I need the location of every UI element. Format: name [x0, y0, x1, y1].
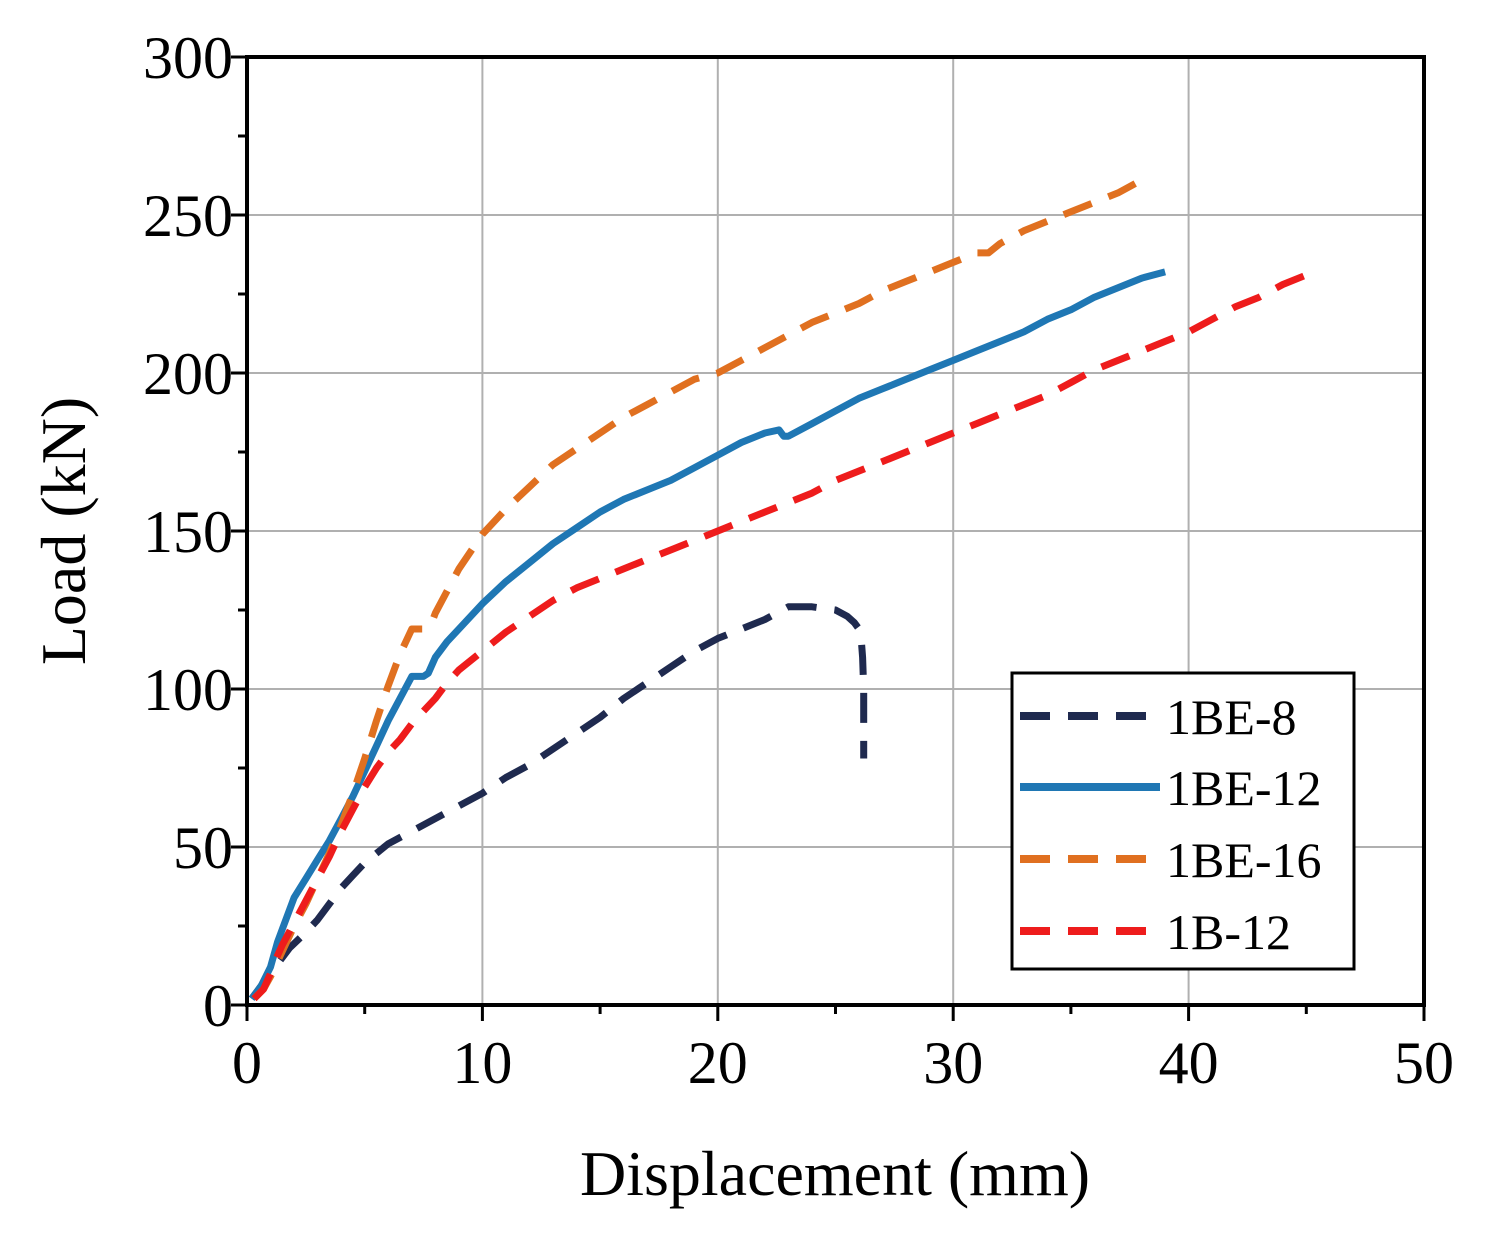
series-lines [248, 177, 1308, 1002]
legend-label-1be-12: 1BE-12 [1166, 760, 1322, 816]
x-tick-label: 10 [452, 1030, 512, 1096]
series-line-1be-8 [248, 603, 868, 1001]
x-tick-label: 50 [1394, 1030, 1454, 1096]
y-tick-label: 150 [143, 499, 233, 565]
x-tick-label: 0 [232, 1030, 262, 1096]
x-axis-title: Displacement (mm) [580, 1138, 1090, 1209]
series-line-1b-12 [251, 271, 1308, 1002]
y-axis-title: Load (kN) [28, 397, 99, 665]
legend-box [1010, 671, 1356, 971]
y-tick-label: 0 [203, 973, 233, 1039]
x-tick-label: 30 [923, 1030, 983, 1096]
y-tick-label: 50 [173, 815, 233, 881]
axis-ticks [231, 55, 1426, 1021]
y-tick-label: 300 [143, 25, 233, 91]
legend: 1BE-8 1BE-12 1BE-16 1B-12 [1010, 671, 1356, 971]
x-tick-label: 40 [1159, 1030, 1219, 1096]
tick-labels: 0 10 20 30 40 50 0 50 100 150 200 250 300 [143, 25, 1454, 1096]
series-line-1be-16 [251, 177, 1144, 1002]
y-tick-label: 250 [143, 183, 233, 249]
y-tick-label: 200 [143, 341, 233, 407]
x-tick-label: 20 [688, 1030, 748, 1096]
legend-label-1b-12: 1B-12 [1166, 904, 1291, 960]
legend-label-1be-8: 1BE-8 [1166, 689, 1297, 745]
legend-label-1be-16: 1BE-16 [1166, 832, 1322, 888]
y-tick-label: 100 [143, 657, 233, 723]
